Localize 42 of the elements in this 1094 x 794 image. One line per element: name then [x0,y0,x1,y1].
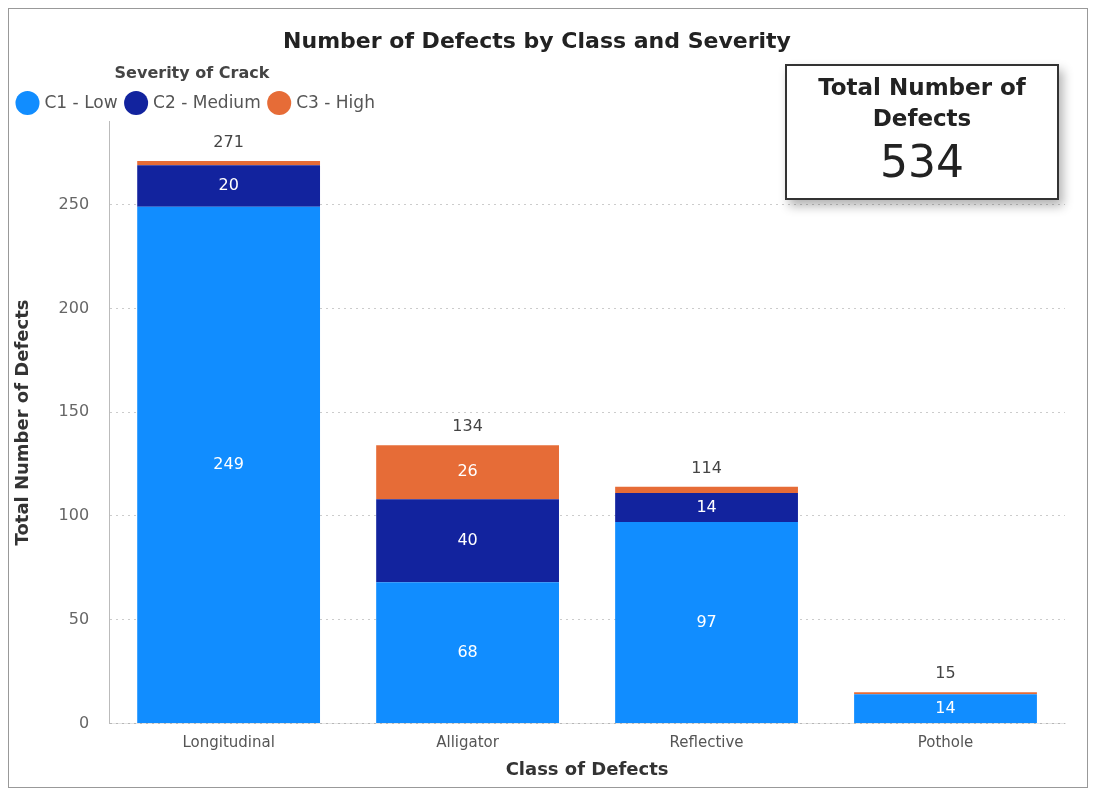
annotation: 534 [879,135,965,189]
legend-label: C1 - Low [44,91,118,112]
y-tick-label: 50 [68,608,90,628]
bar [854,694,1037,723]
data-label: 14 [935,697,956,717]
bar [376,582,559,723]
data-label: 97 [696,611,717,631]
bar [376,499,559,583]
bar [854,692,1037,695]
x-tick-label: Pothole [917,733,974,752]
total-label: 114 [691,457,722,477]
data-label: 40 [457,529,478,549]
bar [376,445,559,500]
y-tick-label: 100 [58,505,90,525]
bar [615,493,798,523]
bar [137,165,321,207]
y-tick-label: 0 [78,712,90,732]
bar [137,206,321,723]
bar [137,161,321,166]
data-label: 20 [218,175,239,195]
data-label: 14 [696,496,717,516]
legend-label: C3 - High [296,91,375,112]
total-label: 134 [452,416,483,436]
y-tick-label: 200 [58,297,90,317]
x-tick-label: Longitudinal [182,733,275,752]
y-tick-label: 250 [58,193,90,213]
legend-title: Severity of Crack [114,62,270,82]
y-tick-label: 150 [58,401,90,421]
data-label: 26 [457,461,478,481]
total-label: 15 [935,663,956,683]
x-tick-label: Alligator [436,733,500,752]
bar [615,522,798,723]
x-tick-label: Reflective [669,733,744,752]
y-axis-title: Total Number of Defects [11,299,33,546]
bar [615,486,798,494]
chart-title: Number of Defects by Class and Severity [283,27,791,53]
total-label: 271 [213,132,244,152]
x-axis-title: Class of Defects [505,757,669,779]
data-label: 68 [457,641,478,661]
legend-label: C2 - Medium [153,91,261,112]
text: Total Number of Defects [817,73,1027,133]
data-label: 249 [213,453,244,473]
